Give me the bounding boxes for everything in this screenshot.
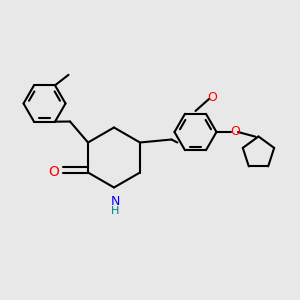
Text: O: O: [208, 91, 218, 104]
Text: H: H: [111, 206, 120, 216]
Text: O: O: [49, 166, 60, 179]
Text: N: N: [111, 195, 120, 208]
Text: O: O: [230, 125, 240, 139]
